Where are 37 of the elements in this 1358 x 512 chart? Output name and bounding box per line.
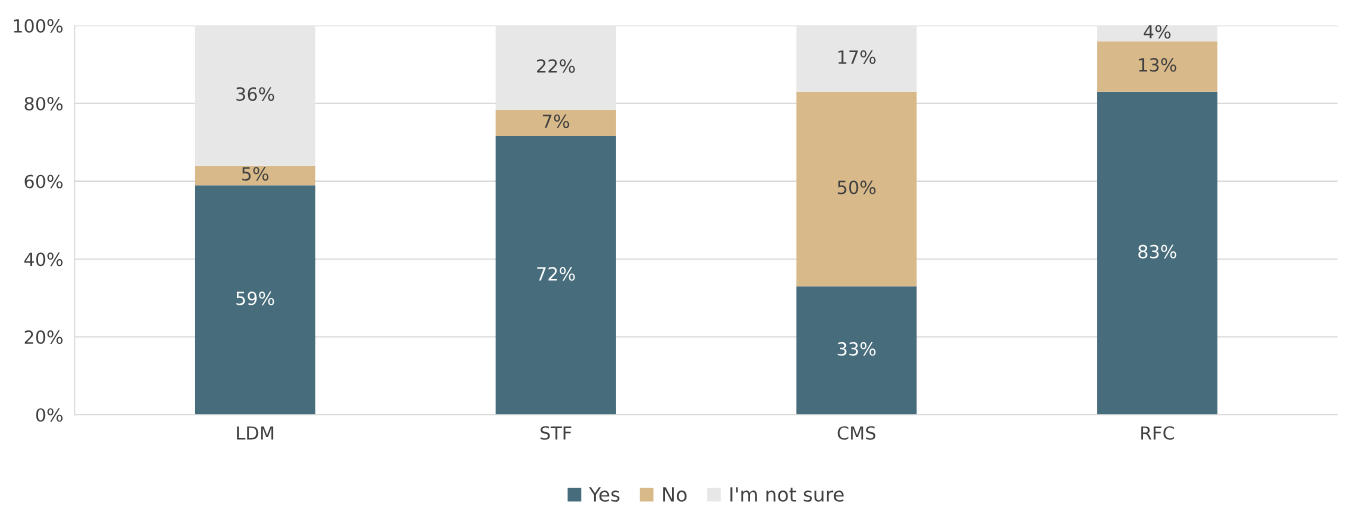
y-tick-label: 100% — [13, 19, 63, 33]
bar — [796, 91, 917, 287]
legend-label: I'm not sure — [730, 487, 844, 502]
bar — [194, 25, 316, 166]
legend-label: Yes — [588, 487, 620, 502]
data-label: 36% — [236, 87, 275, 101]
bar — [495, 109, 616, 137]
data-label: 50% — [837, 180, 876, 195]
y-tick-label: 80% — [24, 96, 63, 111]
x-tick-label: LDM — [237, 426, 274, 440]
data-label: 17% — [838, 50, 876, 64]
bar — [1097, 41, 1218, 92]
data-label: 83% — [1138, 244, 1177, 259]
data-label: 33% — [837, 342, 876, 356]
x-tick-label: CMS — [837, 426, 876, 440]
bar — [1097, 25, 1218, 42]
data-label: 22% — [537, 59, 575, 73]
legend-label: No — [663, 487, 687, 502]
bar — [495, 136, 616, 415]
bar — [1097, 91, 1218, 415]
x-tick-label: RFC — [1141, 426, 1174, 440]
data-label: 5% — [242, 166, 269, 181]
y-tick-label: 20% — [24, 330, 63, 345]
data-label: 7% — [542, 114, 570, 129]
y-tick-label: 60% — [24, 174, 63, 189]
x-tick-label: STF — [540, 426, 572, 440]
data-label: 59% — [236, 291, 275, 306]
bar — [796, 25, 917, 92]
bar — [194, 185, 316, 415]
bar — [495, 25, 616, 110]
data-label: 72% — [537, 267, 575, 281]
bar — [194, 165, 316, 186]
bar — [796, 286, 917, 415]
y-tick-label: 0% — [36, 408, 63, 422]
data-label: 4% — [1143, 24, 1171, 39]
data-label: 13% — [1139, 58, 1177, 72]
y-tick-label: 40% — [24, 252, 63, 267]
